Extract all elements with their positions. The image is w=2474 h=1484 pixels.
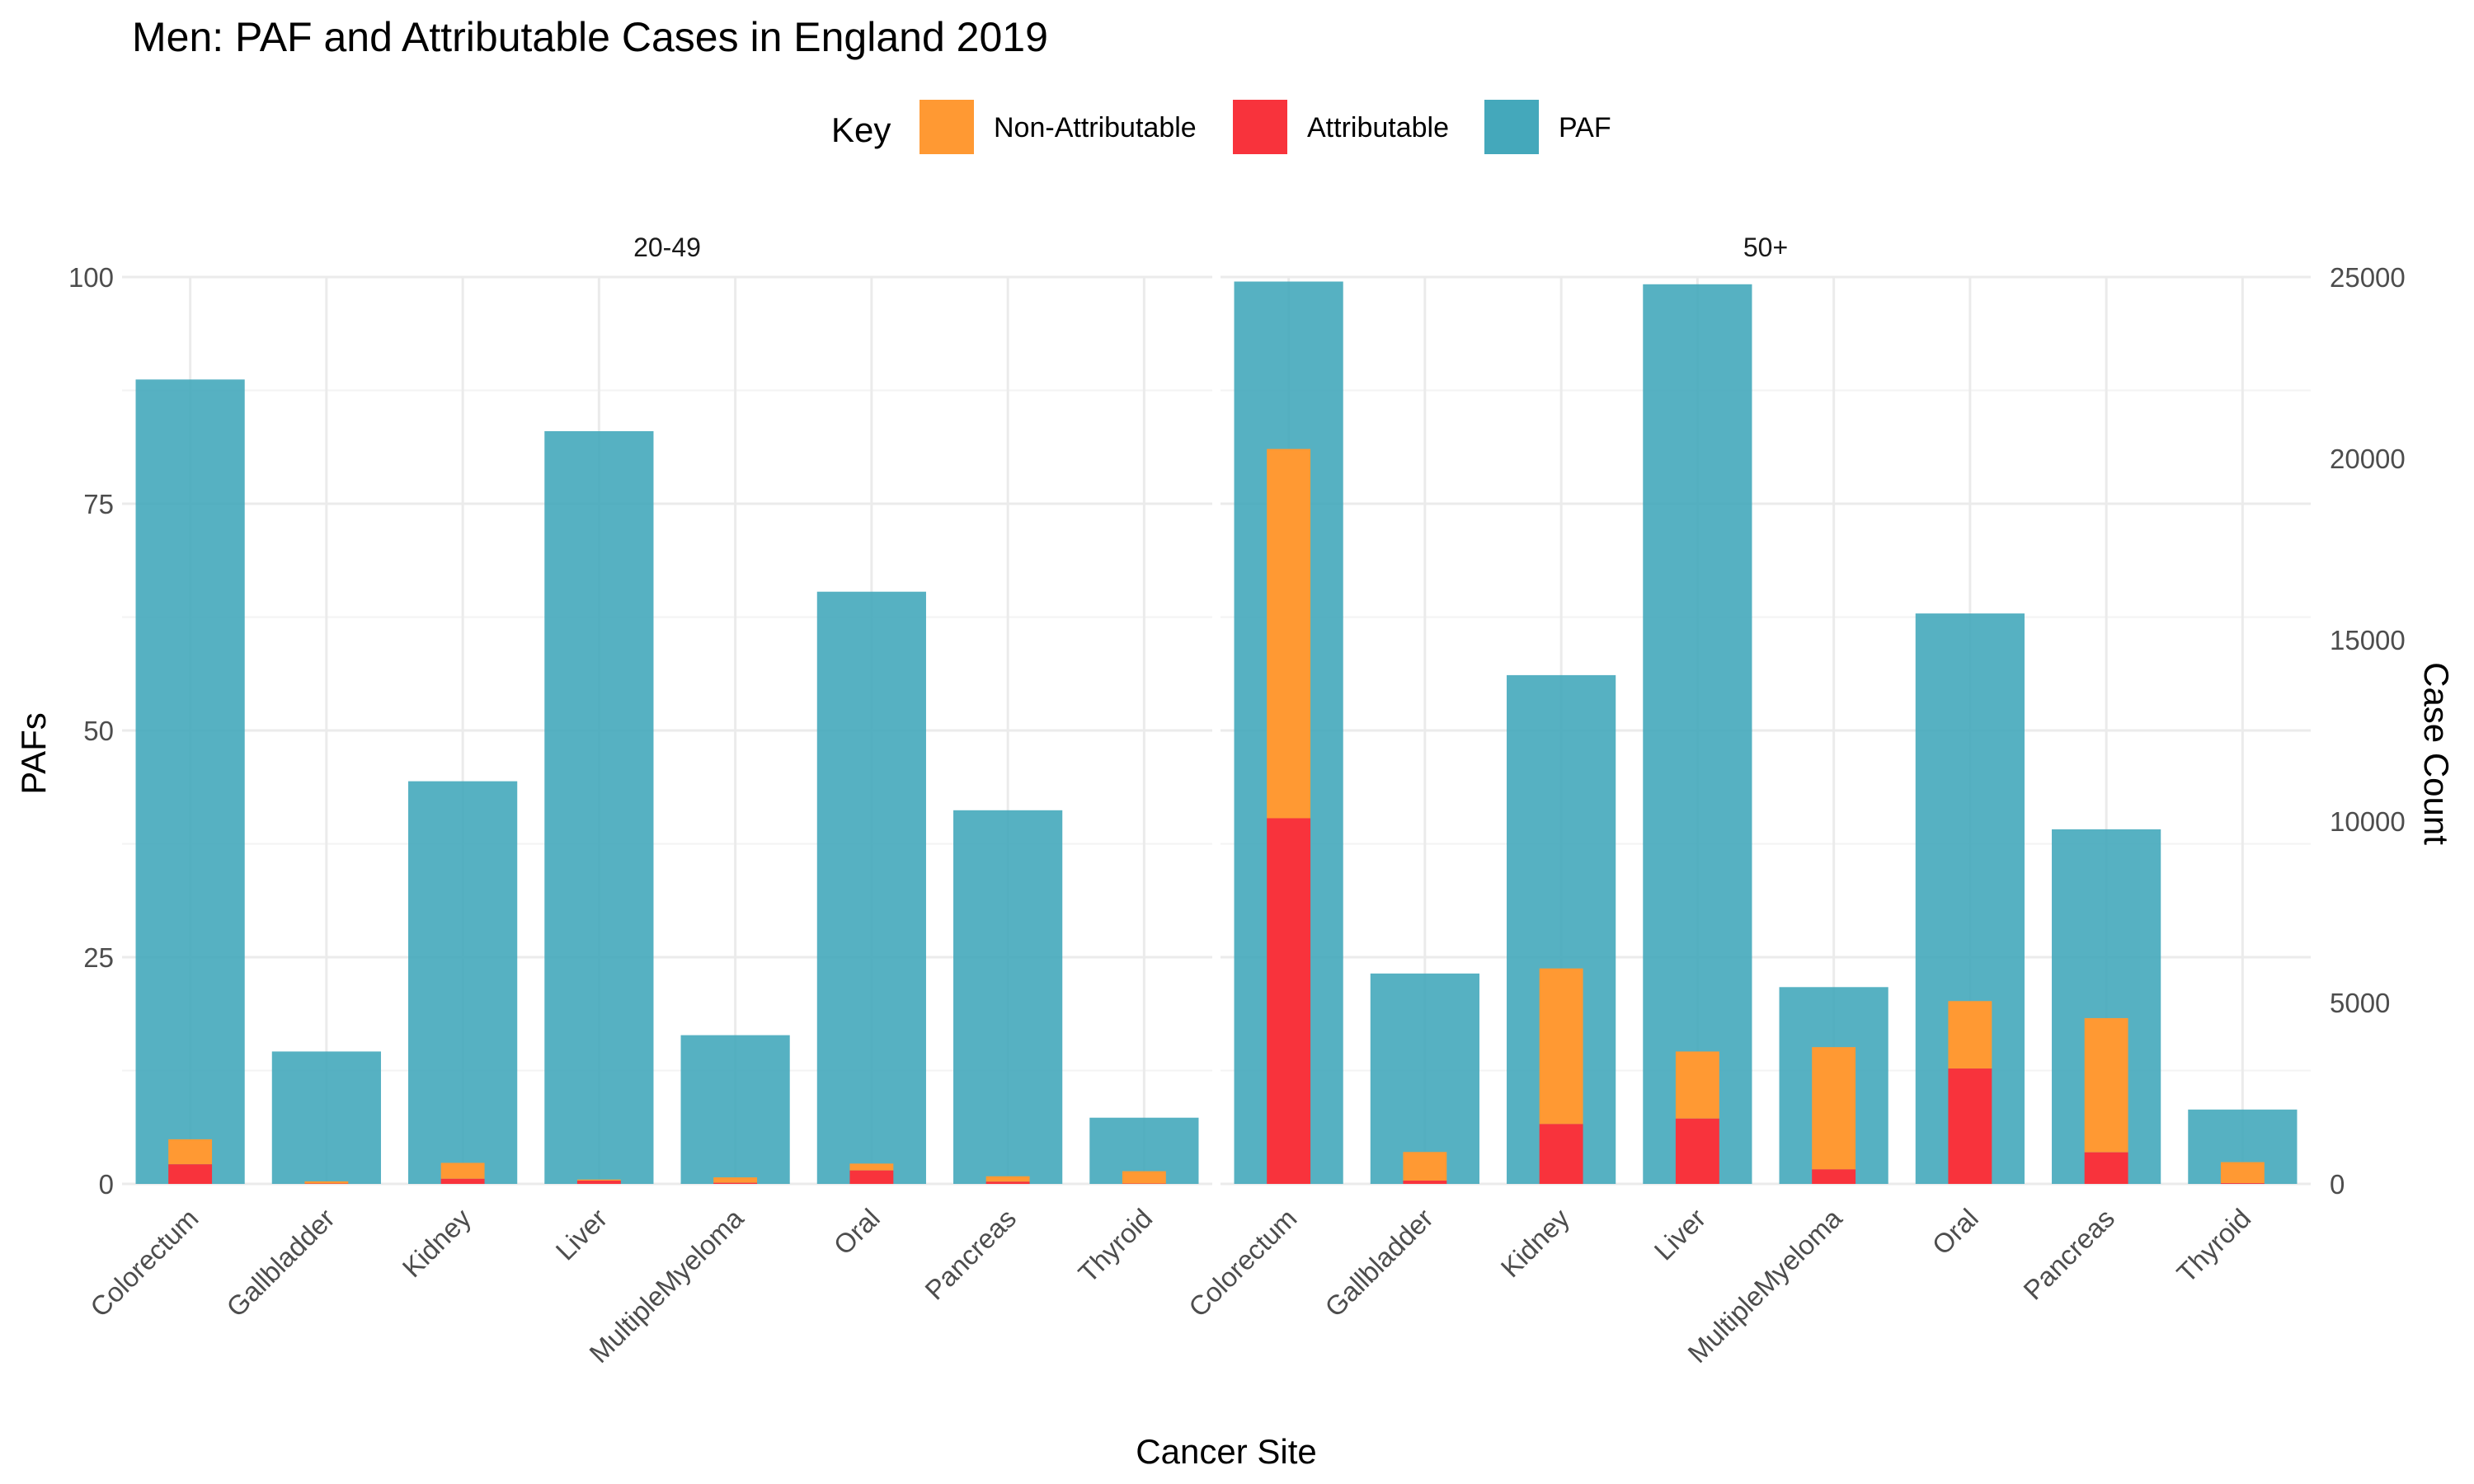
x-tick-label: Pancreas bbox=[919, 1203, 1022, 1306]
non-attributable-bar bbox=[1267, 448, 1311, 819]
non-attributable-bar bbox=[1812, 1047, 1856, 1170]
y-axis-left: 0 25 50 75 100 bbox=[68, 262, 114, 1200]
x-tick-label: Oral bbox=[828, 1203, 886, 1261]
x-tick-label: Kidney bbox=[1495, 1202, 1576, 1283]
non-attributable-bar bbox=[713, 1177, 758, 1183]
x-tick-label: Liver bbox=[550, 1203, 614, 1266]
x-tick-label: Colorectum bbox=[84, 1203, 204, 1322]
non-attributable-bar bbox=[576, 1179, 621, 1181]
paf-bar bbox=[1643, 284, 1752, 1184]
y-axis-title: PAFs bbox=[14, 712, 53, 795]
x-tick-label: Gallbladder bbox=[220, 1203, 341, 1323]
non-attributable-bar bbox=[1675, 1051, 1719, 1119]
y2-tick-label: 0 bbox=[2330, 1169, 2345, 1200]
non-attributable-bar bbox=[440, 1162, 485, 1179]
x-axis-title: Cancer Site bbox=[1136, 1432, 1316, 1471]
paf-bar bbox=[271, 1051, 381, 1184]
paf-bar bbox=[680, 1035, 790, 1184]
non-attributable-bar bbox=[1539, 968, 1583, 1125]
y2-tick-label: 10000 bbox=[2330, 806, 2406, 837]
paf-bar bbox=[953, 810, 1063, 1184]
y2-axis-title: Case Count bbox=[2417, 662, 2456, 845]
x-tick-label: Oral bbox=[1926, 1203, 1984, 1261]
paf-bar bbox=[1370, 973, 1479, 1184]
non-attributable-bar bbox=[168, 1139, 213, 1165]
facet-label: 50+ bbox=[1743, 232, 1788, 262]
x-tick-label: Thyroid bbox=[2171, 1203, 2256, 1289]
paf-bar bbox=[816, 591, 926, 1184]
x-tick-label: Colorectum bbox=[1183, 1203, 1302, 1322]
y-tick-label: 100 bbox=[68, 262, 114, 293]
paf-bar bbox=[544, 431, 654, 1184]
attributable-bar bbox=[2220, 1183, 2265, 1184]
non-attributable-bar bbox=[1403, 1152, 1447, 1181]
legend-swatch-1 bbox=[1233, 100, 1287, 154]
legend-swatch-0 bbox=[920, 100, 974, 154]
paf-bar bbox=[408, 781, 518, 1184]
non-attributable-bar bbox=[2084, 1017, 2128, 1153]
legend-swatch-2 bbox=[1484, 100, 1539, 154]
paf-bar bbox=[135, 379, 245, 1184]
panel-1: 50+Colorectum Gallbladder Kidney LiverMulti… bbox=[1183, 232, 2311, 1369]
x-tick-label: Kidney bbox=[397, 1202, 477, 1283]
y2-tick-label: 5000 bbox=[2330, 988, 2390, 1018]
non-attributable-bar bbox=[985, 1176, 1030, 1182]
attributable-bar bbox=[849, 1170, 894, 1184]
legend-label-1: Attributable bbox=[1307, 112, 1449, 143]
y-tick-label: 75 bbox=[83, 489, 114, 519]
non-attributable-bar bbox=[849, 1163, 894, 1171]
attributable-bar bbox=[168, 1164, 213, 1184]
non-attributable-bar bbox=[2220, 1162, 2265, 1184]
facet-label: 20-49 bbox=[633, 232, 701, 262]
non-attributable-bar bbox=[304, 1181, 349, 1184]
attributable-bar bbox=[985, 1181, 1030, 1184]
legend-label-0: Non-Attributable bbox=[994, 112, 1197, 143]
y2-tick-label: 20000 bbox=[2330, 444, 2406, 474]
attributable-bar bbox=[1812, 1169, 1856, 1184]
x-tick-label: Gallbladder bbox=[1319, 1203, 1439, 1323]
y-axis-right: 0 5000 10000 15000 20000 25000 bbox=[2330, 262, 2406, 1200]
y-tick-label: 50 bbox=[83, 716, 114, 746]
non-attributable-bar bbox=[1122, 1171, 1166, 1184]
y2-tick-label: 15000 bbox=[2330, 625, 2406, 655]
y-tick-label: 0 bbox=[99, 1169, 114, 1200]
attributable-bar bbox=[713, 1182, 758, 1184]
x-tick-label: Pancreas bbox=[2017, 1203, 2120, 1306]
attributable-bar bbox=[1267, 818, 1311, 1184]
non-attributable-bar bbox=[1948, 1001, 1992, 1069]
attributable-bar bbox=[440, 1178, 485, 1184]
attributable-bar bbox=[1403, 1181, 1447, 1184]
attributable-bar bbox=[2084, 1152, 2128, 1184]
y2-tick-label: 25000 bbox=[2330, 262, 2406, 293]
legend: Key Non-Attributable Attributable PAF bbox=[831, 100, 1611, 154]
x-tick-label: Liver bbox=[1649, 1203, 1712, 1266]
y-tick-label: 25 bbox=[83, 942, 114, 973]
attributable-bar bbox=[1675, 1118, 1719, 1184]
attributable-bar bbox=[1539, 1124, 1583, 1184]
chart-title: Men: PAF and Attributable Cases in Engla… bbox=[132, 14, 1048, 60]
legend-label-2: PAF bbox=[1559, 112, 1611, 143]
legend-title: Key bbox=[831, 110, 891, 149]
x-tick-label: Thyroid bbox=[1072, 1203, 1158, 1289]
attributable-bar bbox=[1948, 1068, 1992, 1184]
attributable-bar bbox=[576, 1181, 621, 1184]
